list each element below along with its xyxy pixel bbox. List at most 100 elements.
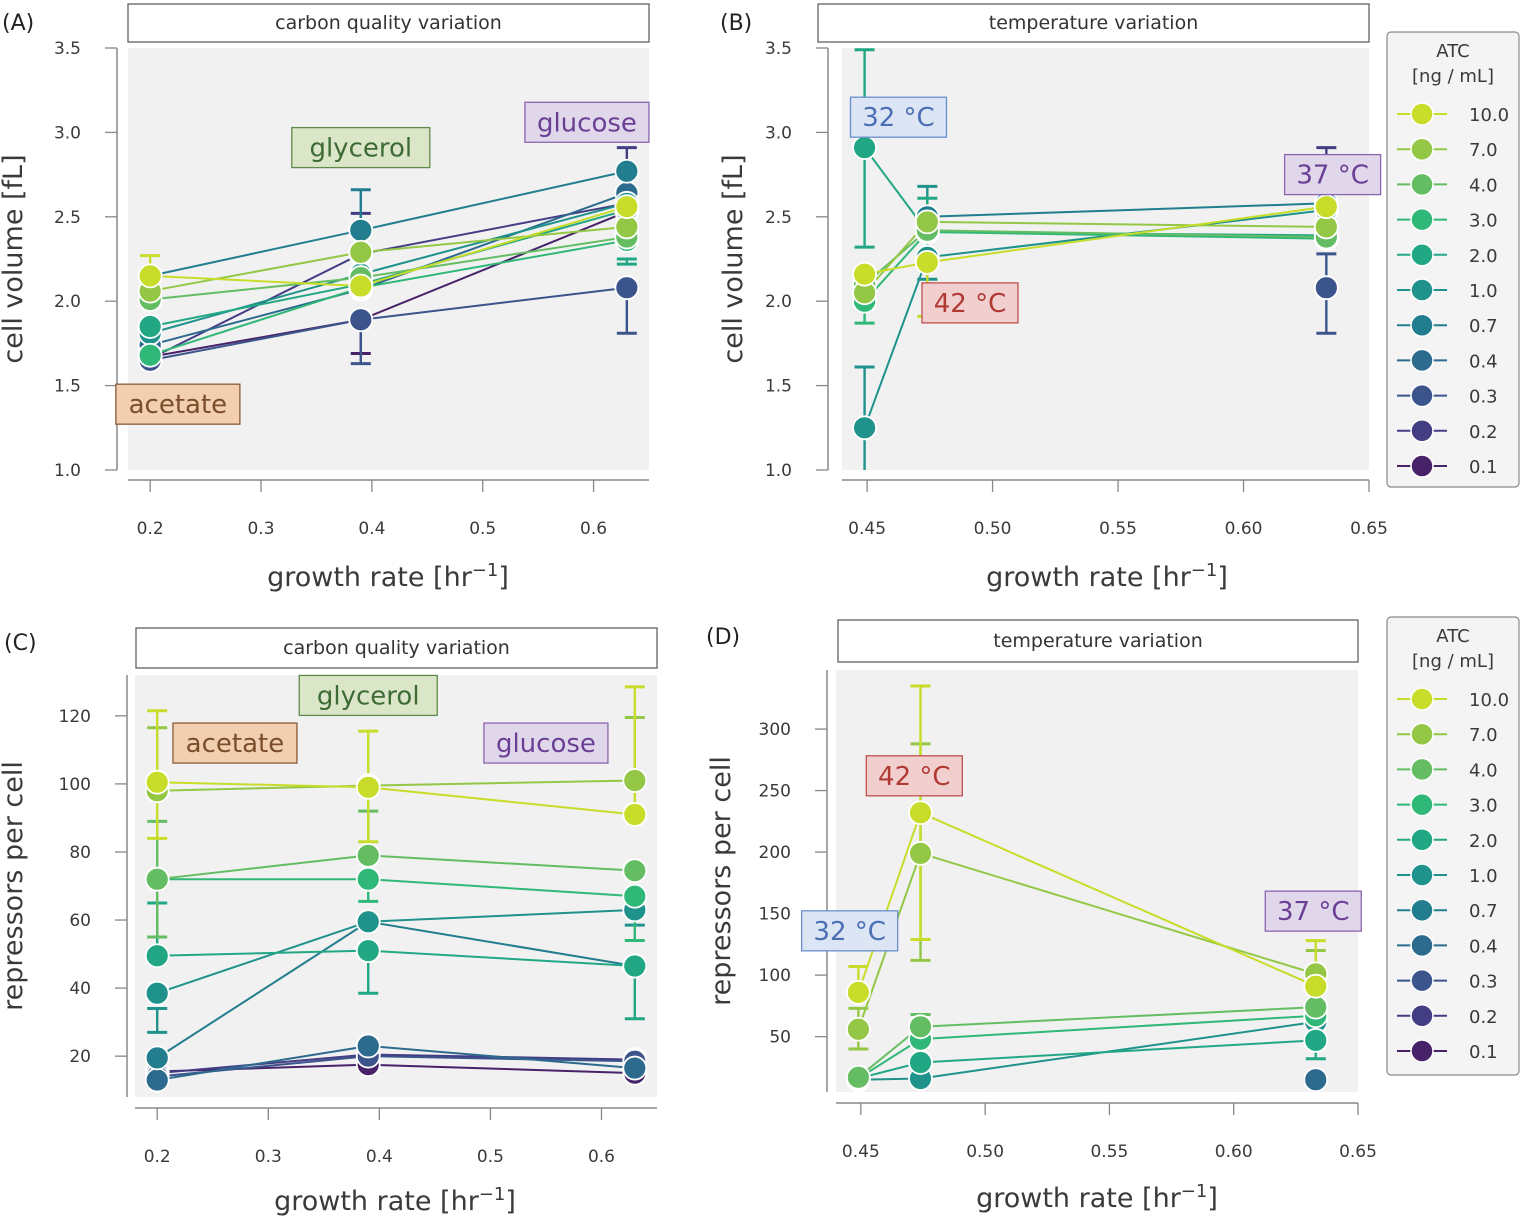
legend-label: 7.0	[1469, 725, 1498, 746]
y-axis-title: cell volume [fL]	[718, 154, 749, 363]
series-line	[360, 210, 628, 321]
data-point	[622, 768, 648, 793]
legend-item: 3.0	[1397, 207, 1498, 232]
series-line	[863, 256, 929, 429]
series-line	[368, 779, 635, 787]
legend-top: ATC [ng / mL] 10.0 7.0 4.0 3.0 2.0 1.0 0.7 0.4 0.3…	[1386, 31, 1520, 488]
series-line	[927, 220, 1327, 228]
annotation-label: glucose	[483, 722, 609, 764]
y-tick-label: 40	[69, 979, 91, 999]
panel-letter: (B)	[720, 11, 752, 36]
y-tick-label: 3.5	[765, 39, 792, 59]
annotation-text: 37 °C	[1296, 161, 1369, 191]
annotation-label: 32 °C	[801, 910, 899, 952]
data-point	[348, 273, 374, 299]
legend-marker	[1410, 278, 1434, 302]
legend-marker	[1410, 757, 1434, 782]
data-point	[852, 415, 877, 441]
legend-box	[1386, 616, 1520, 1076]
legend-item: 2.0	[1397, 243, 1498, 267]
legend-label: 10.0	[1469, 690, 1509, 711]
x-tick-label: 0.55	[1090, 1142, 1128, 1162]
series-line	[368, 1063, 635, 1075]
series-line	[920, 1006, 1316, 1028]
legend-marker	[1410, 792, 1434, 817]
series-line	[927, 202, 1327, 218]
data-point	[355, 774, 381, 800]
data-point	[137, 314, 163, 339]
x-tick-label: 0.65	[1350, 519, 1388, 539]
y-tick-label: 80	[69, 843, 91, 863]
series-line	[360, 170, 628, 232]
bracket: ]	[505, 1186, 516, 1217]
legend-label: 0.1	[1469, 1042, 1498, 1063]
series-line	[150, 276, 361, 301]
panel-c: (C) carbon quality variation 20 40 60 80 100 12…	[0, 627, 658, 1217]
y-tick-label: 2.5	[54, 208, 81, 228]
data-point	[914, 209, 940, 235]
y-axis-title: cell volume [fL]	[0, 154, 29, 363]
data-point	[1313, 275, 1339, 301]
legend-item: 0.7	[1397, 898, 1498, 922]
data-point	[355, 909, 381, 935]
facet-strip	[837, 619, 1359, 663]
data-point	[614, 275, 640, 301]
series-line	[368, 786, 635, 816]
data-point	[1303, 1067, 1329, 1093]
series-line	[149, 286, 362, 357]
legend-item: 1.0	[1397, 863, 1498, 887]
annotation-box	[1283, 153, 1382, 196]
data-point	[1303, 1027, 1329, 1053]
x-axis-title: growth rate [hr−1]	[267, 560, 509, 593]
y-tick-label: 50	[769, 1028, 791, 1048]
legend-marker	[1410, 1039, 1434, 1063]
data-point	[908, 1014, 933, 1040]
legend-item: 0.4	[1397, 348, 1498, 372]
series-line	[920, 1039, 1316, 1064]
x-tick-label: 0.45	[842, 1142, 880, 1162]
bracket: ]	[1217, 562, 1228, 593]
x-tick-label: 0.2	[144, 1147, 171, 1167]
data-point	[622, 953, 648, 979]
bracket: ]	[498, 562, 509, 593]
legend-label: 1.0	[1469, 866, 1498, 887]
annotation-label: glycerol	[298, 674, 438, 717]
x-tick-label: 0.4	[358, 519, 385, 539]
chart-title: temperature variation	[989, 12, 1198, 34]
x-tick-label: 0.50	[974, 519, 1012, 539]
annotation-box	[291, 126, 431, 169]
annotation-label: glycerol	[291, 126, 431, 169]
annotation-box	[115, 383, 241, 425]
series-line	[368, 878, 635, 898]
annotation-label: 37 °C	[1264, 890, 1362, 932]
legend-marker	[1410, 863, 1434, 887]
series-line	[157, 949, 369, 957]
chart-title: temperature variation	[993, 630, 1202, 652]
y-tick-label: 250	[759, 782, 791, 802]
x-tick-label: 0.3	[247, 519, 274, 539]
annotation-text: 37 °C	[1277, 897, 1350, 927]
superscript: −1	[1181, 1181, 1208, 1202]
x-axis-title: growth rate [hr−1]	[274, 1184, 516, 1217]
series-line	[360, 202, 628, 255]
y-tick-label: 20	[69, 1047, 91, 1067]
legend-marker	[1410, 933, 1434, 958]
x-tick-label: 0.6	[580, 519, 607, 539]
data-point	[614, 158, 640, 184]
annotation-box	[921, 282, 1019, 324]
y-tick-label: 3.0	[54, 123, 81, 143]
annotation-text: glucose	[537, 108, 637, 138]
legend-title: ATC	[1436, 41, 1469, 62]
annotation-text: 32 °C	[862, 103, 935, 133]
legend-marker	[1410, 137, 1434, 161]
series-line	[857, 812, 922, 993]
legend-label: 4.0	[1469, 760, 1498, 781]
y-tick-label: 300	[759, 720, 791, 740]
series-line	[156, 920, 369, 995]
annotation-box	[483, 722, 609, 764]
panel-d: (D) temperature variation 50 100 150 200 250 30…	[706, 619, 1377, 1214]
y-axis-title: repressors per cell	[0, 761, 29, 1011]
annotation-text: acetate	[186, 729, 285, 759]
annotation-text: glycerol	[317, 681, 420, 711]
